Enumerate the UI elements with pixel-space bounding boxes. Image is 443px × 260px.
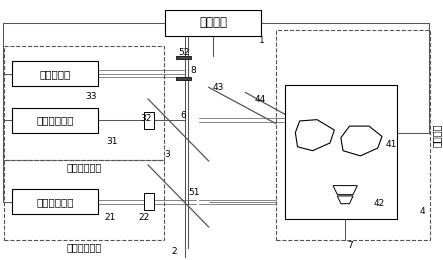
Text: 激光加工模块: 激光加工模块 (67, 243, 102, 252)
Polygon shape (341, 126, 382, 156)
Bar (176, 77, 191, 80)
Text: 22: 22 (139, 213, 150, 222)
Text: 2: 2 (172, 246, 178, 256)
Text: 拉曼光谱仪: 拉曼光谱仪 (39, 69, 70, 79)
Text: 1: 1 (259, 36, 264, 45)
Text: 探测用激光器: 探测用激光器 (36, 115, 74, 125)
Text: 41: 41 (385, 140, 397, 149)
Text: 拉曼测温模块: 拉曼测温模块 (67, 162, 102, 172)
Bar (276, 30, 430, 240)
Polygon shape (333, 186, 358, 195)
Text: 7: 7 (347, 240, 353, 250)
Text: 4: 4 (420, 207, 425, 216)
Text: 32: 32 (140, 114, 152, 123)
Text: 51: 51 (188, 187, 200, 197)
Bar (176, 56, 191, 59)
Text: 31: 31 (106, 137, 118, 146)
Text: 加工用激光器: 加工用激光器 (36, 197, 74, 207)
Text: 44: 44 (254, 95, 265, 104)
Polygon shape (295, 120, 334, 151)
Bar (284, 85, 397, 219)
Text: 控制模块: 控制模块 (199, 16, 227, 29)
Text: 6: 6 (181, 111, 186, 120)
Bar (12, 61, 98, 86)
Bar (12, 108, 98, 133)
Bar (144, 112, 154, 129)
Bar (12, 190, 98, 214)
Text: 52: 52 (179, 48, 190, 57)
Bar (4, 46, 164, 160)
Bar (165, 10, 260, 36)
Text: 8: 8 (190, 66, 196, 75)
Bar (144, 193, 154, 210)
Text: 21: 21 (105, 213, 116, 222)
Text: 43: 43 (213, 83, 225, 92)
Text: 33: 33 (85, 92, 97, 101)
Text: 3: 3 (164, 150, 170, 159)
Text: 扫描模块: 扫描模块 (432, 124, 442, 147)
Bar (4, 160, 164, 240)
Text: 42: 42 (373, 199, 385, 208)
Polygon shape (338, 196, 353, 204)
